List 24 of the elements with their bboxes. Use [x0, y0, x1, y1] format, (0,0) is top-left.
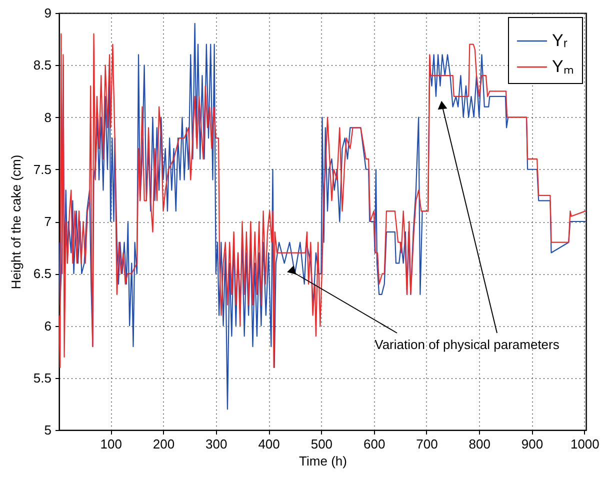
- y-tick-label: 8.5: [33, 58, 52, 73]
- y-tick-label: 8: [44, 110, 52, 125]
- y-tick-label: 6.5: [33, 266, 52, 282]
- y-axis-title: Height of the cake (cm): [8, 154, 24, 290]
- y-tick-label: 6: [44, 318, 52, 334]
- x-tick-label: 800: [468, 436, 490, 452]
- x-tick-label: 600: [363, 436, 386, 452]
- x-tick-label: 500: [310, 436, 333, 452]
- legend-label: Yₘ: [552, 57, 574, 76]
- y-tick-label: 7.5: [33, 162, 52, 177]
- annotation: Variation of physical parameters: [374, 337, 560, 352]
- x-tick-label: 200: [152, 436, 175, 452]
- y-tick-label: 5.5: [33, 370, 52, 386]
- x-tick-label: 1000: [570, 436, 600, 452]
- x-tick-label: 100: [100, 436, 122, 452]
- x-tick-label: 900: [521, 436, 544, 452]
- x-axis-title: Time (h): [299, 454, 347, 468]
- y-tick-label: 7: [44, 214, 52, 229]
- y-tick-label: 5: [44, 422, 52, 438]
- x-tick-label: 300: [206, 436, 228, 452]
- legend-label: Yᵣ: [552, 31, 568, 50]
- y-tick-label: 9: [44, 6, 52, 20]
- x-tick-label: 700: [416, 436, 438, 452]
- x-tick-label: 400: [258, 436, 280, 452]
